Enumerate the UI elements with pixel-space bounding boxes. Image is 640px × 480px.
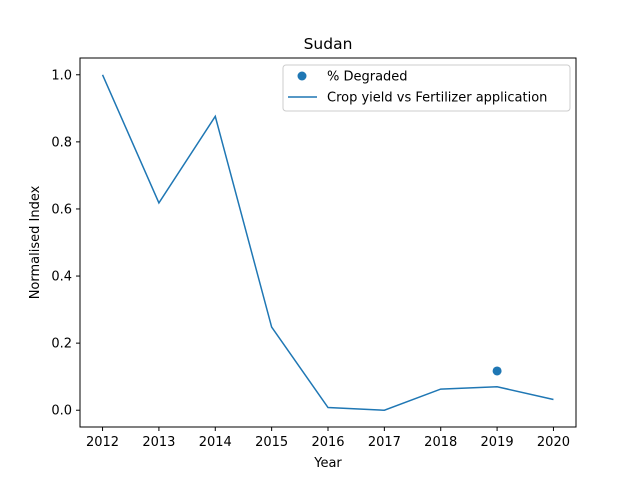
series-line-crop-yield (101, 74, 554, 411)
x-tick-label: 2013 (142, 435, 175, 450)
y-tick-label: 0.8 (51, 135, 72, 150)
legend-box (282, 64, 571, 112)
x-tick-label: 2018 (424, 435, 457, 450)
y-axis-ticks: 0.0 0.2 0.4 0.6 0.8 1.0 (51, 68, 80, 419)
x-tick-label: 2020 (537, 435, 570, 450)
x-tick-label: 2012 (86, 435, 119, 450)
y-tick-label: 0.6 (51, 202, 72, 217)
y-tick-label: 0.0 (51, 404, 72, 419)
scatter-layer (492, 366, 502, 376)
plot-area (101, 74, 554, 411)
x-axis-title: Year (313, 456, 342, 471)
x-tick-label: 2014 (199, 435, 232, 450)
legend: % Degraded Crop yield vs Fertilizer appl… (282, 64, 571, 112)
x-tick-label: 2017 (368, 435, 401, 450)
y-axis-title: Normalised Index (28, 185, 43, 299)
legend-label-degraded: % Degraded (327, 70, 408, 85)
x-tick-label: 2015 (255, 435, 288, 450)
y-tick-label: 0.4 (51, 270, 72, 285)
x-axis-ticks: 2012 2013 2014 2015 2016 2017 2018 2019 2020 (86, 427, 570, 450)
y-tick-label: 0.2 (51, 337, 72, 352)
y-tick-label: 1.0 (51, 68, 72, 83)
chart-title: Sudan (304, 35, 353, 53)
legend-label-crop-yield: Crop yield vs Fertilizer application (327, 91, 547, 106)
scatter-point-degraded (492, 366, 502, 376)
x-tick-label: 2016 (311, 435, 344, 450)
legend-marker-degraded (297, 71, 307, 81)
x-tick-label: 2019 (481, 435, 514, 450)
axes-frame (79, 57, 577, 428)
